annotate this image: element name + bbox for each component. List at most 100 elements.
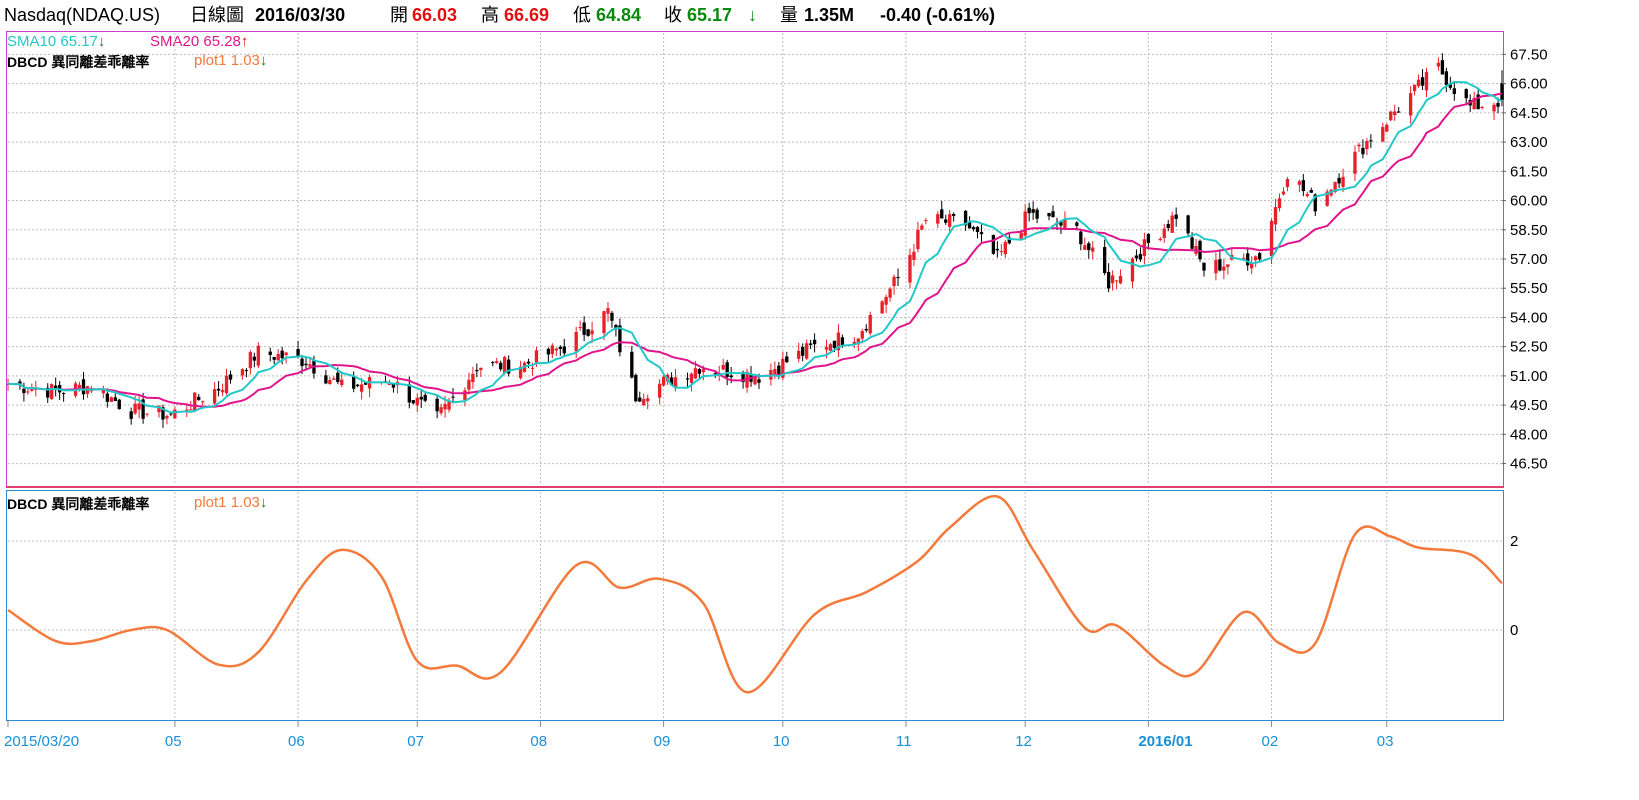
candle (1436, 57, 1441, 71)
candle (415, 393, 419, 412)
price-panel-bottom-line (6, 486, 1504, 488)
candle-body (336, 372, 340, 382)
candle (1480, 105, 1484, 110)
candle-body (1357, 144, 1361, 147)
candle-body (1007, 237, 1011, 244)
price-y-tick-label: 46.50 (1510, 456, 1548, 473)
candlestick-series (6, 53, 1504, 428)
candle (1440, 53, 1445, 75)
candle-body (1361, 147, 1365, 155)
candle-body (689, 373, 694, 383)
candle-body (590, 330, 594, 335)
candle-body (340, 379, 344, 386)
candle-body (797, 350, 801, 359)
candle-body (1436, 62, 1441, 67)
candle-body (1051, 211, 1055, 218)
candle-body (1301, 180, 1305, 192)
candle (892, 274, 896, 295)
close-down-arrow-icon: ↓ (748, 5, 757, 25)
candle (952, 212, 956, 222)
candle-body (1063, 219, 1067, 229)
candle-body (1146, 233, 1151, 243)
candle-body (157, 405, 161, 413)
candle (268, 347, 272, 362)
candle (697, 368, 702, 379)
candle (586, 329, 590, 337)
candle-body (526, 361, 531, 364)
candle (1087, 241, 1091, 259)
candle-body (1393, 111, 1397, 116)
candle-body (1130, 258, 1135, 282)
candle-body (721, 364, 725, 370)
candle (888, 287, 892, 302)
candle (1408, 86, 1413, 124)
candle (197, 393, 201, 401)
candle-body (1257, 253, 1262, 260)
candle-body (836, 332, 841, 351)
candle (495, 357, 499, 365)
plot1-legend-price: plot1 1.03↓ (194, 52, 267, 69)
candle-body (896, 277, 900, 279)
candle (1130, 257, 1135, 289)
candle (896, 268, 900, 287)
candle-body (1277, 198, 1282, 209)
candle-body (880, 301, 884, 314)
candle-body (1381, 127, 1385, 142)
candle-body (729, 375, 733, 378)
candle-body (673, 377, 678, 389)
candle (296, 340, 300, 359)
candle-body (944, 219, 948, 223)
candle-body (197, 396, 201, 400)
candle-body (864, 328, 868, 331)
candle-body (948, 214, 952, 227)
candle-body (252, 356, 257, 361)
candle-body (26, 391, 30, 393)
symbol-name: Nasdaq(NDAQ.US) (4, 5, 161, 25)
sma20-label: SMA20 65.28 (150, 33, 241, 50)
price-y-tick-label: 48.00 (1510, 426, 1548, 443)
candle-body (228, 374, 233, 380)
candle-body (1365, 141, 1369, 150)
candle-body (1492, 104, 1496, 112)
candle (1230, 248, 1234, 261)
candle-body (1341, 176, 1345, 187)
candle-body (272, 357, 276, 360)
candle-body (212, 389, 217, 404)
candle (808, 339, 813, 350)
candle-body (1408, 93, 1413, 116)
candle (1158, 236, 1162, 242)
candle-body (741, 372, 745, 383)
candle (419, 390, 423, 408)
candle-body (248, 352, 253, 369)
candle (355, 383, 360, 388)
candle-body (1091, 247, 1095, 252)
candle (642, 393, 646, 407)
candle-body (574, 331, 578, 352)
candle-body (1416, 79, 1421, 87)
candle-body (506, 359, 511, 374)
candle (46, 383, 50, 403)
candle-body (46, 387, 50, 398)
candle-body (657, 383, 662, 398)
candle-body (1134, 255, 1139, 259)
candle (1118, 269, 1123, 285)
indicator-panel[interactable] (6, 490, 1504, 721)
candle-body (105, 393, 110, 402)
candle-body (1500, 83, 1504, 100)
close-value: 65.17 (687, 5, 733, 25)
low-label: 低 (573, 5, 591, 25)
candle (1420, 69, 1425, 90)
candle-body (638, 397, 642, 402)
high-label: 高 (481, 5, 499, 25)
candle-body (1102, 247, 1107, 274)
candle (244, 368, 249, 378)
candle (435, 396, 439, 419)
candle (117, 398, 121, 410)
candle-body (975, 226, 980, 233)
candle (602, 310, 606, 341)
candle-body (1087, 243, 1091, 251)
candle-body (661, 376, 666, 386)
candle (1194, 238, 1198, 257)
candle (944, 214, 948, 225)
